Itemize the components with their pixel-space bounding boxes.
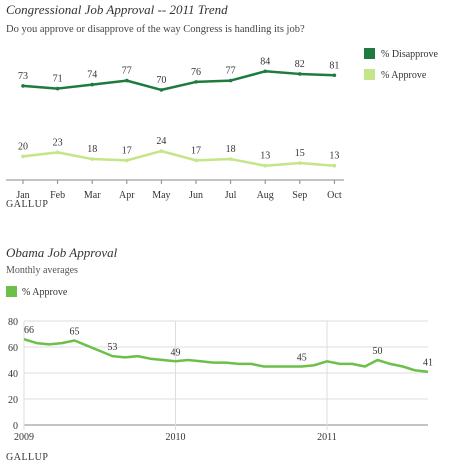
data-point-approve — [90, 157, 94, 161]
data-label-disapprove: 81 — [329, 60, 339, 71]
series-line-approve — [22, 149, 335, 167]
data-point-disapprove — [298, 72, 302, 76]
chart1-x-tick-label: May — [152, 190, 170, 201]
data-label-approve: 24 — [156, 136, 166, 147]
data-label-disapprove: 84 — [260, 56, 270, 67]
data-label-approve: 15 — [295, 148, 305, 159]
data-label-disapprove: 74 — [87, 70, 97, 81]
chart1-brand-logo: GALLUP — [6, 199, 48, 210]
data-label-approve: 18 — [87, 144, 97, 155]
chart2-y-tick-label: 40 — [8, 369, 18, 380]
series-line-obama-approve — [23, 338, 429, 373]
chart2-title: Obama Job Approval — [6, 245, 118, 260]
data-point-disapprove — [194, 80, 198, 84]
chart1-x-tick-label: Apr — [119, 190, 135, 201]
legend-disapprove-label: % Disapprove — [381, 49, 438, 60]
chart1-x-tick-label: Jun — [189, 190, 203, 201]
data-label-approve: 13 — [329, 151, 339, 162]
data-point-approve — [159, 149, 164, 153]
chart2-data-label: 53 — [107, 342, 117, 353]
data-label-approve: 20 — [18, 141, 28, 152]
data-point-disapprove — [90, 82, 94, 87]
data-point-disapprove — [263, 69, 268, 74]
data-point-approve — [263, 163, 268, 168]
chart1-x-tick-label: Jan — [16, 190, 29, 201]
data-point-approve — [55, 150, 60, 155]
data-label-approve: 13 — [260, 151, 270, 162]
chart2-y-tick-label: 80 — [8, 317, 18, 328]
legend-approve-swatch — [364, 69, 375, 80]
data-point-approve — [228, 157, 233, 161]
data-point-disapprove — [55, 86, 60, 91]
chart1-title: Congressional Job Approval -- 2011 Trend — [6, 2, 228, 17]
data-point-disapprove — [125, 78, 129, 83]
chart2-data-label: 45 — [297, 353, 307, 364]
chart2-subtitle: Monthly averages — [6, 265, 78, 276]
chart1-x-tick-label: Sep — [292, 190, 307, 201]
data-label-disapprove: 82 — [295, 59, 305, 70]
chart2-x-tick-label: 2011 — [317, 432, 337, 443]
data-point-approve — [125, 158, 129, 163]
data-point-approve — [194, 158, 198, 163]
chart1-x-tick-label: Feb — [50, 190, 65, 201]
chart1-x-tick-label: Jul — [225, 190, 237, 201]
chart2-data-label: 49 — [171, 347, 181, 358]
data-point-disapprove — [21, 84, 25, 88]
data-label-approve: 18 — [226, 144, 236, 155]
data-label-disapprove: 77 — [226, 66, 236, 77]
data-label-disapprove: 70 — [156, 75, 166, 86]
data-label-disapprove: 76 — [191, 67, 201, 78]
chart2-x-tick-label: 2010 — [166, 432, 186, 443]
chart2-data-label: 65 — [70, 327, 80, 338]
data-point-disapprove — [228, 78, 233, 83]
data-label-approve: 17 — [191, 145, 201, 156]
data-point-approve — [332, 163, 337, 168]
legend-obama-approve-label: % Approve — [22, 287, 68, 298]
data-point-disapprove — [159, 88, 164, 92]
chart1-x-tick-label: Oct — [327, 190, 342, 201]
data-point-disapprove — [332, 73, 337, 78]
data-label-disapprove: 73 — [18, 71, 28, 82]
chart1-x-tick-label: Aug — [257, 190, 274, 201]
series-line-disapprove — [22, 70, 335, 92]
chart2-y-tick-label: 20 — [8, 395, 18, 406]
chart2-y-tick-label: 60 — [8, 343, 18, 354]
chart2-data-label: 66 — [24, 325, 34, 336]
chart1-x-tick-label: Mar — [84, 190, 101, 201]
chart2-data-label: 50 — [373, 346, 383, 357]
legend-obama-approve-swatch — [6, 286, 17, 297]
chart2-data-label: 41 — [423, 358, 433, 369]
data-point-approve — [21, 154, 25, 159]
data-label-disapprove: 77 — [122, 66, 132, 77]
chart2-brand-logo: GALLUP — [6, 452, 48, 463]
legend-approve-label: % Approve — [381, 70, 427, 81]
chart2-y-tick-label: 0 — [13, 421, 18, 432]
data-label-approve: 23 — [53, 137, 63, 148]
legend-disapprove-swatch — [364, 48, 375, 59]
data-label-disapprove: 71 — [53, 74, 63, 85]
data-point-approve — [298, 161, 302, 165]
chart1-subtitle: Do you approve or disapprove of the way … — [6, 24, 305, 35]
data-label-approve: 17 — [122, 145, 132, 156]
chart2-x-tick-label: 2009 — [14, 432, 34, 443]
